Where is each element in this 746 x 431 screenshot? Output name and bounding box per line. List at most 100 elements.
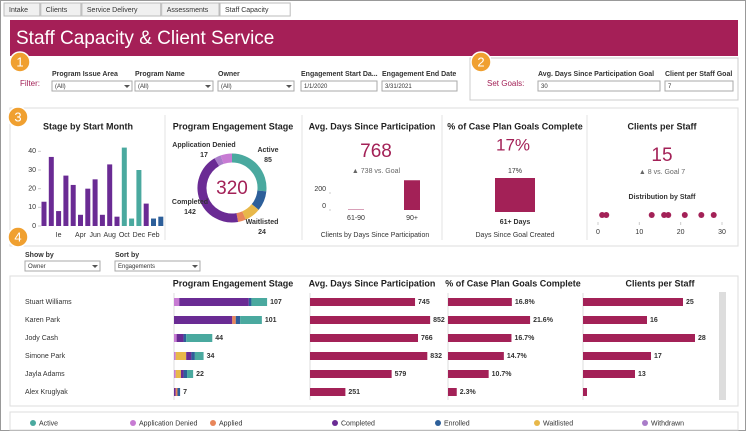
bar (310, 352, 428, 360)
data-label: 579 (395, 371, 407, 378)
x-tick-label: Dec (133, 232, 146, 239)
kpi-value: 15 (651, 145, 672, 166)
bar (310, 334, 419, 342)
page-title: Staff Capacity & Client Service (16, 28, 274, 49)
donut-value: 24 (258, 229, 266, 236)
stage-segment (251, 298, 268, 306)
goal-name: Avg. Days Since Participation Goal (538, 71, 654, 78)
kpi-value: 768 (360, 141, 392, 162)
tab[interactable] (3, 2, 41, 17)
x-tick-label: Feb (147, 232, 159, 239)
chart-title: Clients per Staff (627, 121, 697, 131)
tab[interactable] (161, 2, 220, 17)
bar (136, 170, 142, 226)
data-label: 17 (654, 353, 662, 360)
control-select[interactable] (24, 260, 101, 272)
legend-swatch[interactable] (332, 420, 338, 426)
bar (583, 388, 587, 396)
bar (583, 334, 695, 342)
stage-segment (175, 370, 181, 378)
goal-input[interactable] (664, 80, 734, 92)
donut-value: 17 (200, 152, 208, 159)
filter-input[interactable] (300, 80, 378, 92)
control-value: Owner (28, 264, 46, 270)
filter-input[interactable] (217, 80, 295, 92)
data-label: 832 (430, 353, 442, 360)
column-header: Avg. Days Since Participation (309, 278, 436, 288)
x-tick-label: Apr (75, 232, 87, 239)
donut-segment (251, 190, 267, 210)
bar (56, 211, 62, 226)
tab[interactable] (81, 2, 162, 17)
bar (583, 352, 651, 360)
data-label: 745 (418, 299, 430, 306)
filter-name: Engagement End Date (382, 71, 456, 78)
legend-label: Active (39, 420, 58, 427)
bar (310, 316, 431, 324)
dot (681, 212, 688, 218)
filter-input[interactable] (134, 80, 214, 92)
callout-number: 2 (477, 54, 484, 69)
y-tick-label: 10 (28, 204, 36, 211)
x-tick-label: 61-90 (347, 215, 365, 222)
bar (448, 316, 531, 324)
goals-box (469, 57, 739, 101)
stage-segment (177, 388, 181, 396)
data-label: 13 (638, 371, 646, 378)
x-tick-label: 90+ (406, 215, 418, 222)
stage-segment (248, 298, 252, 306)
legend-swatch[interactable] (210, 420, 216, 426)
donut-label: Active (257, 147, 278, 154)
stage-segment (186, 334, 213, 342)
filter-input[interactable] (51, 80, 133, 92)
donut-label: Application Denied (172, 142, 235, 149)
row-name: Simone Park (25, 353, 66, 360)
goal-input[interactable] (537, 80, 661, 92)
kpi-delta: ▲ 8 vs. Goal 7 (639, 169, 685, 176)
legend-swatch[interactable] (642, 420, 648, 426)
callout-badge (7, 226, 29, 248)
chart-title: Stage by Start Month (43, 121, 133, 131)
x-tick-label: Ie (56, 232, 62, 239)
stage-segment (183, 334, 187, 342)
legend-swatch[interactable] (130, 420, 136, 426)
data-label: 17% (508, 168, 522, 175)
bar (448, 352, 504, 360)
chart-title: Program Engagement Stage (173, 121, 294, 131)
filter-value: 3/31/2021 (385, 84, 412, 90)
donut-segment (236, 211, 246, 222)
legend-swatch[interactable] (30, 420, 36, 426)
filter-input[interactable] (381, 80, 458, 92)
tab[interactable] (40, 2, 82, 17)
legend-swatch[interactable] (534, 420, 540, 426)
bar (310, 370, 392, 378)
stage-segment (174, 370, 176, 378)
column-header: % of Case Plan Goals Complete (445, 278, 581, 288)
tab[interactable] (219, 2, 291, 17)
table-panel (9, 275, 739, 407)
row-name: Alex Kruglyak (25, 389, 68, 396)
chart-subtitle: Distribution by Staff (629, 194, 697, 201)
filter-label: Filter: (20, 79, 40, 88)
row-name: Jody Cash (25, 335, 58, 342)
donut-segment (214, 155, 224, 167)
row-total: 34 (207, 353, 215, 360)
tab-label: Assessments (167, 7, 209, 14)
legend-swatch[interactable] (435, 420, 441, 426)
callout-badge (9, 51, 31, 73)
bar (448, 388, 457, 396)
filter-value: 1/1/2020 (304, 84, 328, 90)
bar (121, 147, 127, 226)
row-total: 101 (265, 317, 277, 324)
control-select[interactable] (114, 260, 201, 272)
legend-label: Completed (341, 420, 375, 427)
x-tick-label: 20 (677, 229, 685, 236)
chart-caption: Days Since Goal Created (476, 232, 555, 239)
bar (448, 298, 512, 306)
scrollbar[interactable] (719, 292, 726, 400)
stage-segment (174, 316, 233, 324)
filter-name: Program Name (135, 71, 185, 78)
filter-name: Program Issue Area (52, 71, 118, 78)
dropdown-arrow (286, 85, 292, 88)
